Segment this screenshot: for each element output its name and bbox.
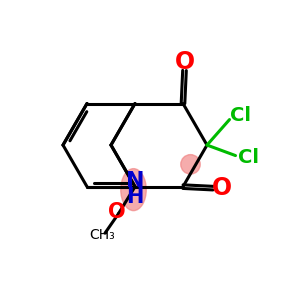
Text: N: N [126, 171, 144, 191]
Ellipse shape [121, 169, 146, 211]
Text: CH₃: CH₃ [89, 228, 115, 242]
Ellipse shape [181, 154, 200, 174]
Text: O: O [174, 50, 195, 74]
Text: O: O [212, 176, 232, 200]
Text: O: O [108, 202, 126, 222]
Text: Cl: Cl [230, 106, 251, 125]
Text: H: H [126, 187, 144, 207]
Text: Cl: Cl [238, 148, 259, 167]
